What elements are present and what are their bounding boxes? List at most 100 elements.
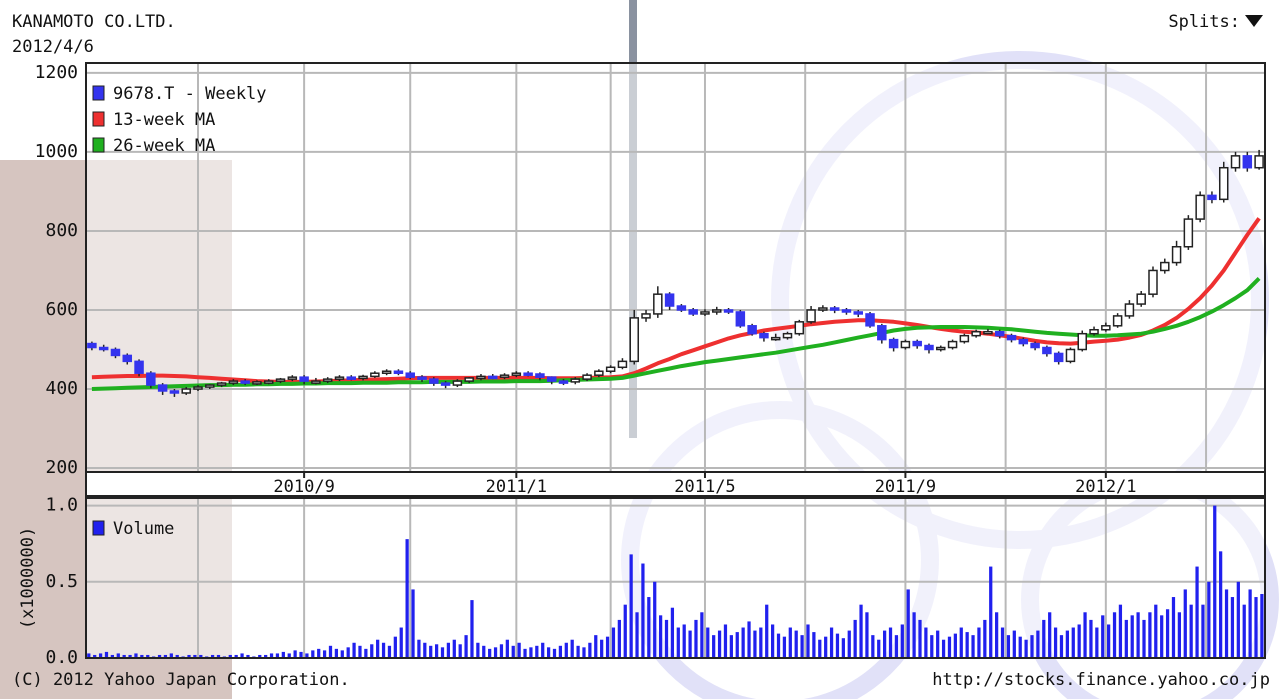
candle-body — [865, 313, 875, 327]
candle-body — [1160, 261, 1170, 272]
legend-swatch — [92, 85, 105, 101]
volume-bar — [753, 630, 757, 658]
candle-body — [924, 344, 934, 351]
volume-bar — [258, 654, 262, 658]
candle-body — [193, 386, 203, 390]
volume-bar — [1171, 597, 1176, 658]
source-url[interactable]: http://stocks.finance.yahoo.co.jp — [932, 670, 1270, 690]
volume-bar — [517, 642, 521, 658]
candle-body — [1254, 155, 1264, 169]
volume-bar — [440, 647, 445, 658]
volume-bar — [552, 648, 557, 658]
volume-bar — [546, 647, 551, 658]
volume-bar — [877, 639, 881, 658]
volume-bar — [759, 627, 763, 658]
candle-body — [1171, 246, 1182, 264]
candle-body — [888, 338, 899, 349]
candle-body — [582, 374, 592, 380]
volume-bar — [564, 642, 568, 658]
y-tick-label: 0.5 — [45, 571, 78, 592]
legend-swatch — [92, 520, 105, 536]
candle-body — [511, 372, 522, 376]
volume-bar — [835, 633, 840, 658]
candle-body — [1030, 342, 1040, 349]
volume-bar — [322, 650, 327, 658]
volume-bar — [299, 651, 303, 658]
volume-bar — [429, 645, 433, 658]
volume-bar — [311, 650, 315, 658]
volume-bar — [269, 653, 274, 658]
volume-bar — [788, 627, 792, 658]
volume-bar — [234, 654, 238, 658]
volume-bar — [965, 632, 969, 658]
chart-title: KANAMOTO CO.LTD. — [12, 12, 176, 32]
candle-body — [570, 378, 581, 383]
volume-bar — [582, 647, 586, 658]
date-band — [85, 471, 1266, 497]
volume-bar — [376, 639, 380, 658]
candle-body — [959, 334, 970, 343]
candle-body — [1195, 194, 1205, 220]
candle-body — [735, 311, 746, 327]
volume-bar — [216, 654, 221, 658]
volume-bar — [812, 632, 816, 658]
splits-arrow[interactable] — [1245, 15, 1263, 27]
candle-body — [228, 380, 239, 384]
volume-bar — [122, 654, 126, 658]
volume-bar — [381, 642, 386, 658]
volume-bar — [1030, 635, 1034, 658]
candle-body — [936, 346, 946, 351]
candle-body — [134, 360, 144, 374]
volume-bar — [470, 600, 474, 658]
volume-bar — [1136, 612, 1140, 658]
volume-bar — [688, 630, 692, 658]
y-tick-label: 600 — [45, 299, 78, 320]
volume-bar — [605, 636, 610, 658]
volume-bar — [700, 612, 704, 658]
volume-bar — [1095, 627, 1099, 658]
volume-bar — [358, 645, 362, 658]
volume-bar — [717, 630, 722, 658]
volume-bar — [240, 653, 244, 658]
candle-body — [676, 305, 687, 311]
candle-body — [841, 309, 852, 313]
legend-swatch — [92, 111, 105, 127]
candle-body — [429, 378, 439, 384]
volume-bar — [670, 607, 675, 658]
ma-line — [91, 276, 1261, 391]
volume-bar — [499, 644, 504, 658]
candle-body — [594, 370, 604, 376]
volume-bar — [317, 648, 321, 658]
candle-body — [664, 293, 675, 307]
volume-bar — [936, 630, 940, 658]
volume-bar — [393, 636, 397, 658]
candle-body — [370, 372, 380, 378]
candle-body — [994, 330, 1005, 337]
volume-bar — [570, 639, 574, 658]
candle-body — [605, 366, 616, 372]
candle-body — [169, 390, 180, 394]
candle-body — [263, 380, 274, 384]
volume-bar — [676, 627, 680, 658]
volume-bar — [146, 654, 150, 658]
x-tick-label: 2011/9 — [875, 477, 936, 497]
candle-body — [252, 381, 262, 385]
volume-bar — [664, 619, 669, 658]
volume-bar — [900, 624, 904, 658]
volume-bar — [1230, 597, 1235, 658]
volume-bar — [458, 644, 462, 658]
candle-body — [1124, 303, 1135, 317]
candle-body — [181, 388, 191, 394]
volume-bar — [588, 642, 592, 658]
candle-body — [971, 330, 981, 337]
volume-bar — [1195, 566, 1199, 658]
volume-bar — [287, 653, 291, 658]
splits-label[interactable]: Splits: — [1168, 12, 1240, 32]
volume-bar — [859, 604, 863, 658]
volume-bar — [1083, 612, 1087, 658]
volume-bar — [617, 619, 621, 658]
candle-body — [110, 348, 121, 357]
volume-bar — [1236, 581, 1240, 658]
volume-bar — [1118, 604, 1123, 658]
volume-bar — [930, 635, 934, 658]
